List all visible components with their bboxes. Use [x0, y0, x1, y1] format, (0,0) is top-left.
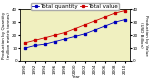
Total quantity: [84, 33, 86, 34]
Total quantity: [44, 44, 46, 45]
Legend: Total quantity, Total value: Total quantity, Total value: [31, 3, 119, 10]
Total quantity: [64, 38, 66, 39]
Total quantity: [74, 36, 76, 37]
Total quantity: [54, 41, 56, 42]
Total value: [84, 24, 86, 25]
Total quantity: [94, 29, 96, 30]
Line: Total quantity: Total quantity: [24, 19, 126, 49]
Line: Total value: Total value: [24, 9, 126, 44]
Total value: [94, 20, 96, 21]
X-axis label: Year: Year: [71, 75, 79, 79]
Total quantity: [24, 48, 26, 49]
Y-axis label: Production by Quantity
(million metric tonnes): Production by Quantity (million metric t…: [2, 11, 11, 59]
Total value: [124, 10, 126, 11]
Total value: [24, 42, 26, 43]
Total value: [64, 32, 66, 33]
Total quantity: [124, 19, 126, 20]
Total quantity: [104, 26, 106, 27]
Total quantity: [34, 45, 36, 46]
Total value: [114, 13, 116, 14]
Total value: [34, 40, 36, 41]
Total value: [44, 37, 46, 38]
Y-axis label: Production by Value
(USD Billion): Production by Value (USD Billion): [139, 15, 148, 55]
Total value: [74, 28, 76, 29]
Total quantity: [114, 22, 116, 23]
Total value: [54, 35, 56, 36]
